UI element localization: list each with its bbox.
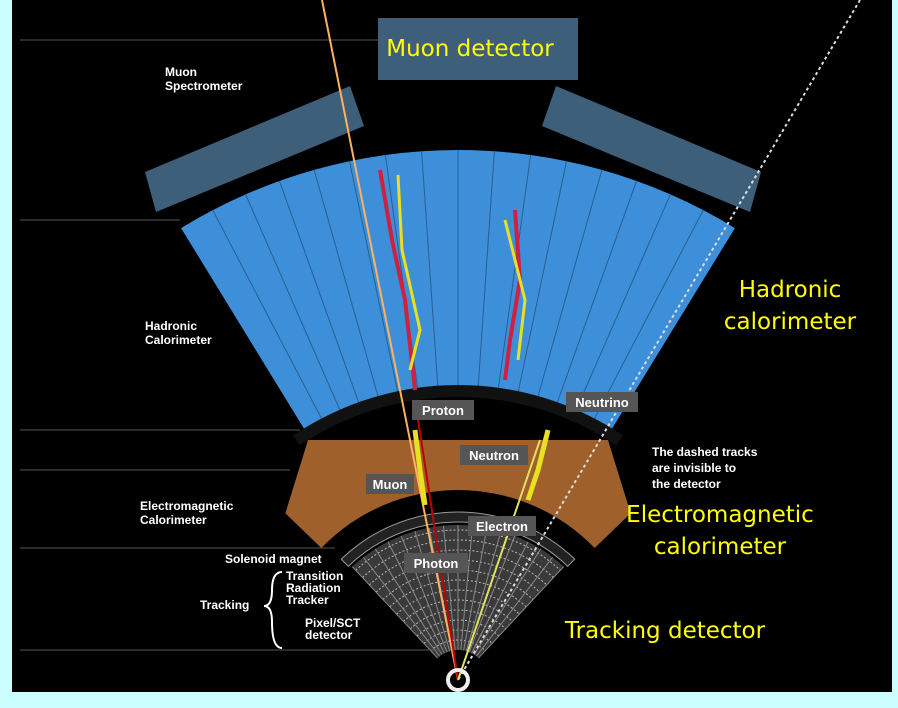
title: Muon detector [386, 36, 554, 62]
annotation-line: Electromagnetic [626, 502, 814, 528]
particle-label: Electron [476, 519, 528, 534]
label-line: Electromagnetic [140, 499, 234, 513]
note-line: are invisible to [652, 461, 736, 475]
annotation: Tracking detector [564, 618, 766, 644]
label-line: Tracker [286, 593, 329, 607]
label-line: detector [305, 628, 353, 642]
label-line: Muon [165, 65, 197, 79]
particle-label: Neutron [469, 448, 519, 463]
note-line: the detector [652, 477, 721, 491]
label-line: Hadronic [145, 319, 197, 333]
annotation-line: calorimeter [654, 534, 787, 560]
label-line: Spectrometer [165, 79, 243, 93]
label-line: Calorimeter [140, 513, 207, 527]
particle-label: Proton [422, 403, 464, 418]
particle-label: Photon [414, 556, 459, 571]
label: Solenoid magnet [225, 552, 322, 566]
note-line: The dashed tracks [652, 445, 758, 459]
diagram: Muon detector MuonSpectrometer HadronicC… [0, 0, 898, 708]
label-line: Calorimeter [145, 333, 212, 347]
particle-label: Neutrino [575, 395, 629, 410]
annotation-line: Hadronic [739, 277, 842, 303]
particle-label: Muon [373, 477, 408, 492]
annotation-line: calorimeter [724, 309, 857, 335]
label: Tracking [200, 598, 249, 612]
